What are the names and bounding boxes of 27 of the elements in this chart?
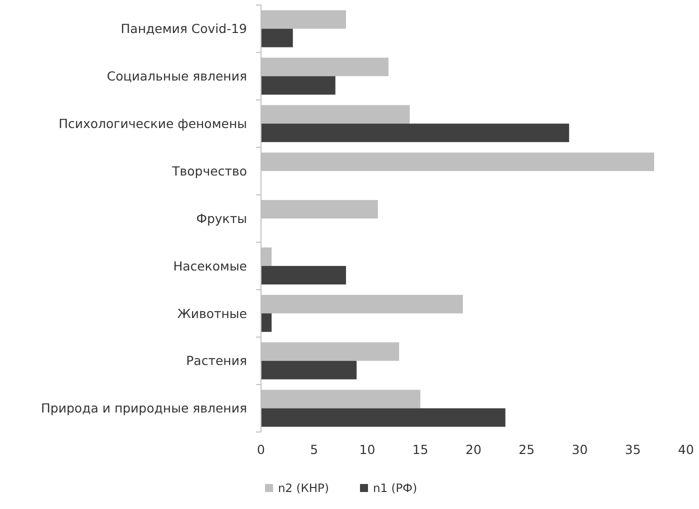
x-tick-label: 20	[466, 442, 482, 457]
x-tick-label: 35	[624, 442, 641, 457]
bar	[261, 28, 293, 48]
x-tick-label: 25	[518, 442, 535, 457]
y-tick-label: Насекомые	[173, 258, 248, 274]
legend-label: n1 (РФ)	[373, 481, 418, 495]
x-tick-label: 5	[310, 442, 318, 457]
y-tick-label: Растения	[186, 353, 247, 368]
legend-label: n2 (КНР)	[278, 481, 329, 495]
bar	[261, 360, 357, 380]
y-tick-label: Пандемия Covid-19	[120, 21, 248, 36]
bar	[261, 266, 346, 284]
x-tick-label: 10	[359, 442, 376, 457]
y-tick-label: Творчество	[171, 163, 247, 178]
bar	[261, 76, 336, 95]
x-tick-label: 40	[678, 442, 694, 457]
y-tick-label: Фрукты	[196, 210, 247, 226]
y-tick-label: Природа и природные явления	[41, 400, 247, 416]
x-tick-label: 30	[572, 442, 588, 457]
x-tick-label: 0	[257, 442, 266, 457]
bar	[261, 124, 570, 142]
y-tick-label: Животные	[177, 306, 248, 321]
y-tick-label: Психологические феномены	[58, 116, 247, 131]
x-tick-label: 15	[412, 442, 428, 457]
y-tick-label: Социальные явления	[106, 68, 247, 84]
bar	[261, 408, 506, 427]
bar	[261, 313, 272, 332]
